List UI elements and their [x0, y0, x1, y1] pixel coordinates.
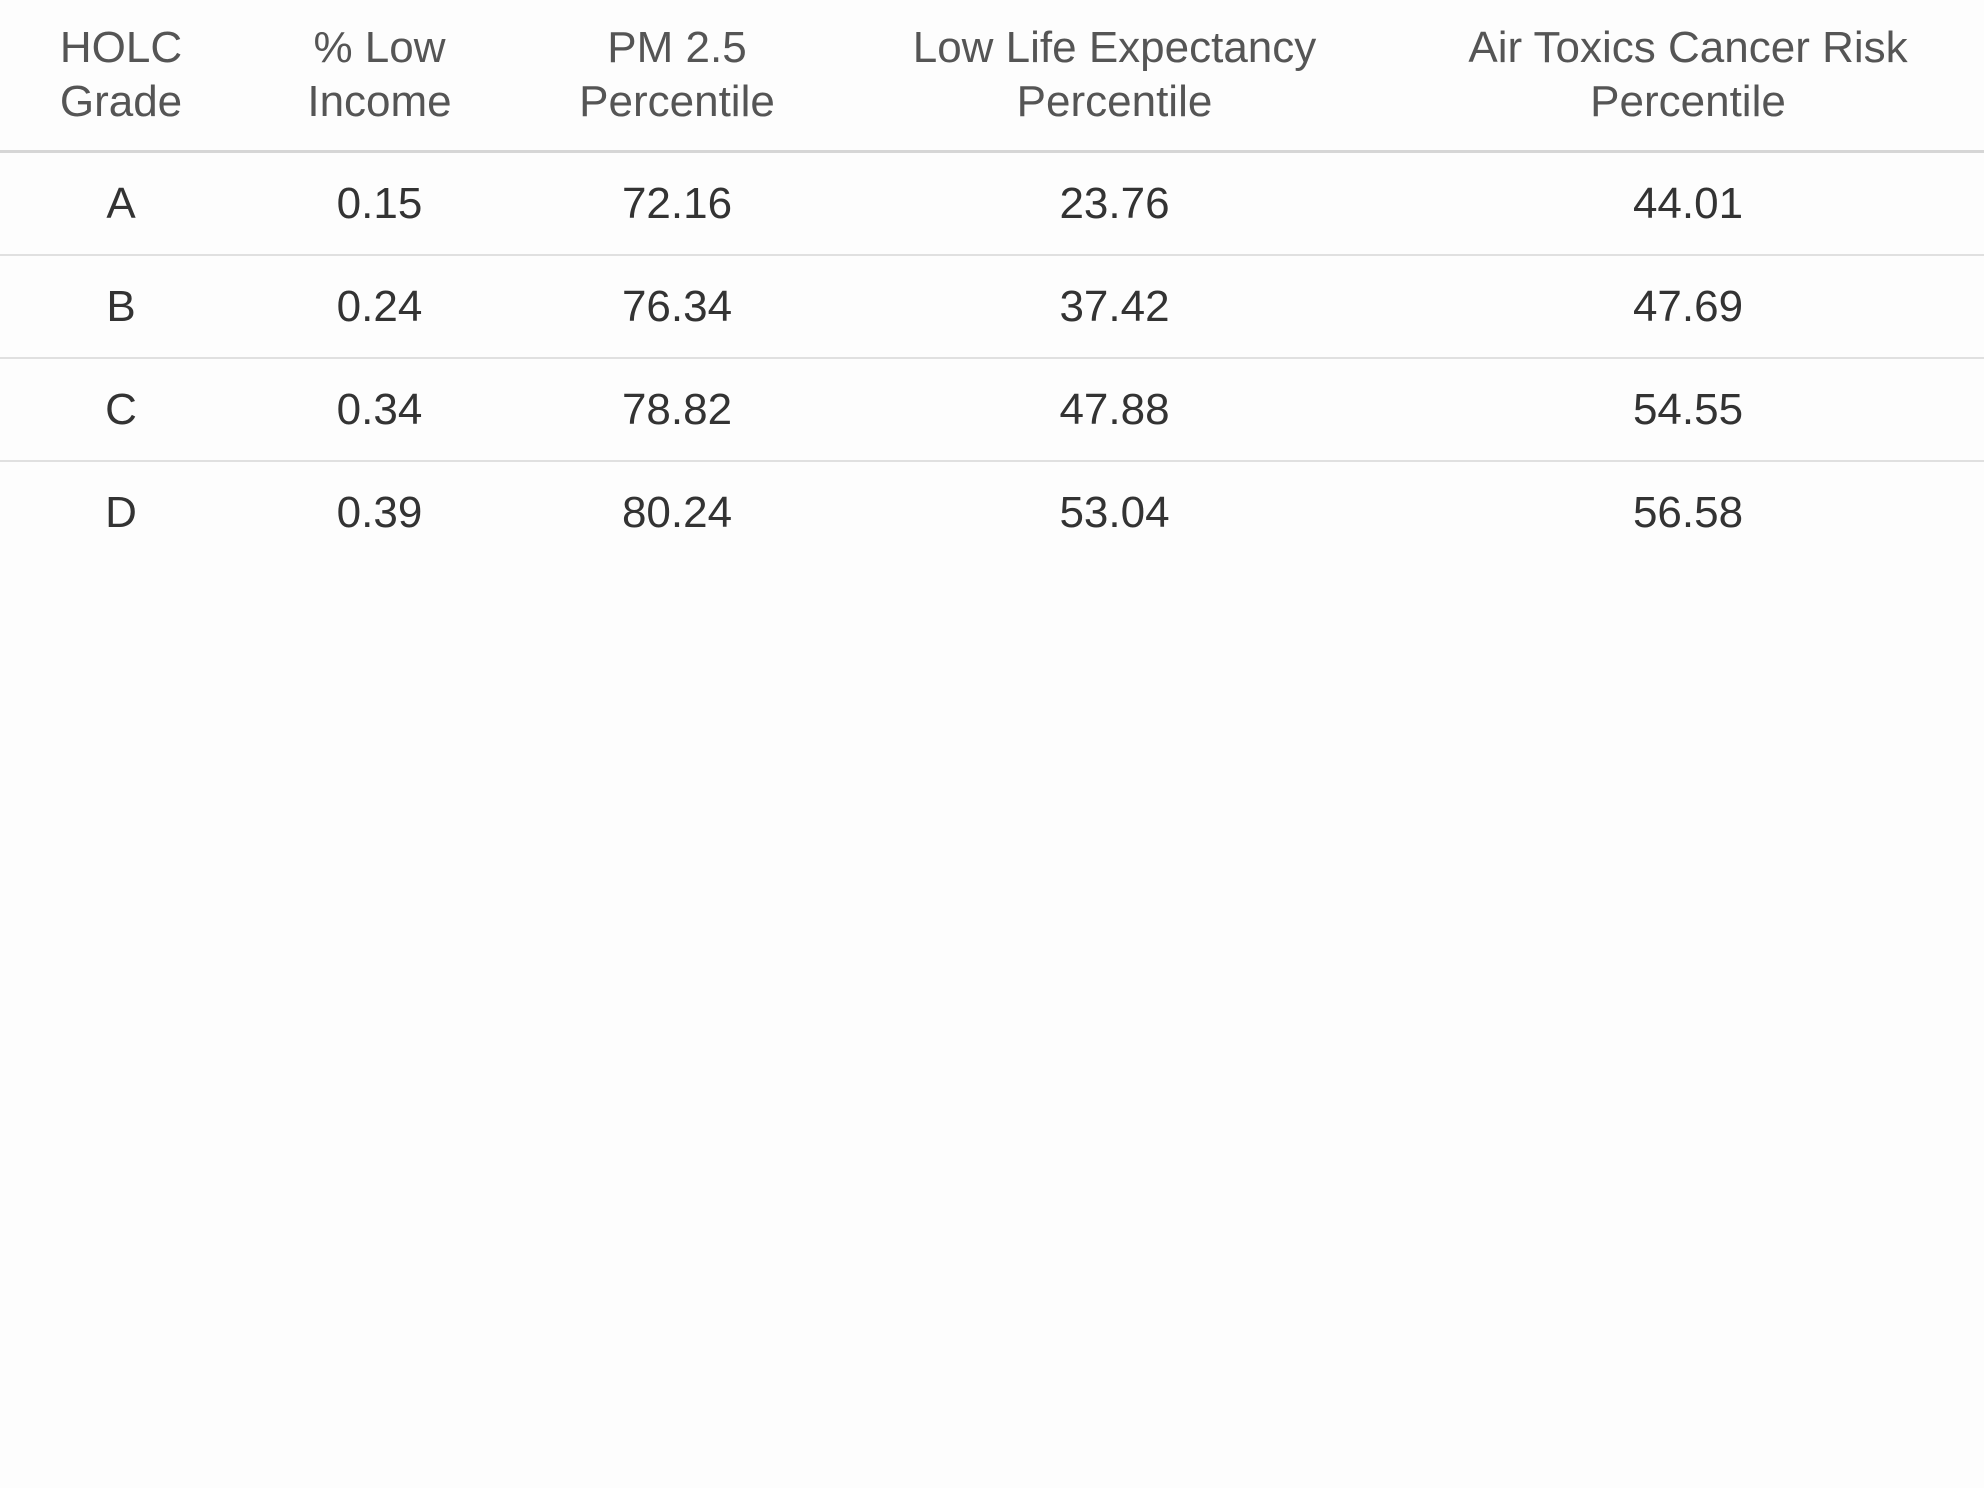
column-header-line: Income [307, 77, 452, 126]
table-row: D 0.39 80.24 53.04 56.58 [0, 461, 1984, 563]
table-cell-holc-grade: C [0, 358, 242, 462]
table-cell-low-life-expectancy-percentile: 23.76 [837, 151, 1392, 256]
column-header-pm25-percentile: PM 2.5 Percentile [517, 0, 837, 153]
table-cell-low-life-expectancy-percentile: 37.42 [837, 255, 1392, 359]
table-cell-low-life-expectancy-percentile: 53.04 [1059, 487, 1170, 537]
table-row: C 0.34 78.82 47.88 54.55 [0, 358, 1984, 462]
table-cell-low-income: 0.24 [242, 255, 517, 359]
table-cell-air-toxics-cancer-risk-percentile: 56.58 [1632, 487, 1744, 537]
table-cell-low-income: 0.15 [242, 151, 517, 256]
table-cell-pm25-percentile: 76.34 [517, 255, 837, 359]
table-cell-air-toxics-cancer-risk-percentile: 47.69 [1392, 255, 1984, 359]
header-row: HOLC Grade % Low Income PM 2.5 Percentil… [0, 0, 1984, 153]
table-cell-holc-grade: A [0, 151, 242, 256]
table-cell-holc-grade: B [0, 255, 242, 359]
column-header-low-income: % Low Income [242, 0, 517, 153]
column-header-holc-grade: HOLC Grade [0, 0, 242, 153]
table-row: B 0.24 76.34 37.42 47.69 [0, 255, 1984, 359]
column-header-line: Percentile [1016, 77, 1213, 126]
table-cell-low-income: 0.39 [336, 487, 423, 537]
column-header-line: HOLC [59, 23, 183, 72]
table-cell-pm25-percentile: 78.82 [517, 358, 837, 462]
column-header-line: PM 2.5 [607, 23, 747, 72]
column-header-line: Low Life Expectancy [912, 23, 1317, 72]
table-cell-pm25-percentile: 80.24 [621, 487, 733, 537]
column-header-line: Percentile [579, 77, 775, 126]
table-header: HOLC Grade % Low Income PM 2.5 Percentil… [0, 0, 1984, 153]
table-body: A 0.15 72.16 23.76 44.01 B 0.24 76.34 37… [0, 151, 1984, 564]
column-header-line: Air Toxics Cancer Risk [1468, 23, 1908, 72]
table-row: A 0.15 72.16 23.76 44.01 [0, 151, 1984, 256]
column-header-line: Grade [59, 77, 183, 126]
column-header-low-life-expectancy-percentile: Low Life Expectancy Percentile [837, 0, 1392, 153]
table-cell-pm25-percentile: 72.16 [517, 151, 837, 256]
table-cell-air-toxics-cancer-risk-percentile: 54.55 [1392, 358, 1984, 462]
table-cell-holc-grade: D [105, 487, 137, 537]
table-cell-air-toxics-cancer-risk-percentile: 44.01 [1392, 151, 1984, 256]
column-header-air-toxics-cancer-risk-percentile: Air Toxics Cancer Risk Percentile [1392, 0, 1984, 153]
holc-data-table: HOLC Grade % Low Income PM 2.5 Percentil… [0, 0, 1984, 563]
table-cell-low-life-expectancy-percentile: 47.88 [837, 358, 1392, 462]
column-header-line: % Low [313, 23, 446, 72]
column-header-line: Percentile [1590, 77, 1786, 126]
table-cell-low-income: 0.34 [242, 358, 517, 462]
